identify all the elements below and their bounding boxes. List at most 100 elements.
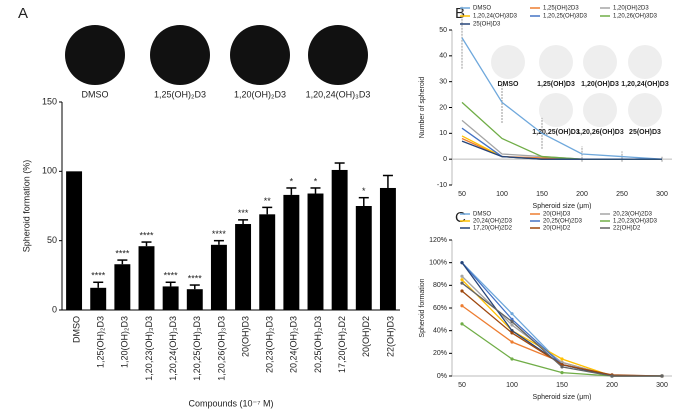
well-image: [308, 25, 368, 85]
x-tick-label: 250: [616, 191, 628, 198]
legend-label: 1,20(OH)2D3: [613, 6, 649, 12]
image-label: 1,20(OH)₂D3: [234, 89, 286, 99]
y-tick-label: 50: [47, 235, 57, 245]
legend-label: 1,20,23(OH)3D3: [613, 219, 658, 225]
x-tick-label: 1,20,23(OH)₃D3: [144, 316, 154, 381]
x-tick-label: 22(OH)D3: [385, 316, 395, 357]
significance: ****: [91, 271, 106, 281]
image-label: 1,20,25(OH)D3: [532, 129, 580, 136]
point: [510, 312, 514, 316]
significance: *: [362, 186, 366, 196]
legend-label: 20,24(OH)2D3: [473, 219, 513, 225]
point: [460, 322, 464, 326]
point: [510, 317, 514, 321]
point: [510, 323, 514, 327]
well-image: [150, 25, 210, 85]
y-tick-label: 100: [42, 166, 57, 176]
x-tick-label: 20,24(OH)₂D3: [289, 316, 299, 373]
image-label: 1,20,26(OH)D3: [576, 129, 624, 136]
bar: [355, 206, 372, 310]
bar: [210, 244, 227, 310]
image-label: 1,20,24(OH)D3: [621, 81, 669, 88]
y-tick-label: 120%: [429, 237, 447, 244]
x-tick-label: 200: [606, 382, 618, 389]
point: [560, 365, 564, 369]
x-tick-label: 150: [556, 382, 568, 389]
x-tick-label: 20(OH)D2: [361, 316, 371, 357]
y-tick-label: 50: [439, 27, 447, 34]
bar: [331, 169, 348, 310]
point: [460, 261, 464, 265]
point: [610, 374, 614, 378]
panel-letter: B: [455, 5, 465, 22]
image-label: 1,20,24(OH)₃D3: [306, 89, 371, 99]
y-tick-label: 0%: [437, 373, 447, 380]
x-tick-label: 100: [506, 382, 518, 389]
well-image: [628, 45, 662, 79]
legend-label: 20(OH)D2: [543, 226, 571, 232]
point: [660, 374, 664, 378]
bar: [186, 289, 203, 310]
y-tick-label: 10: [439, 130, 447, 137]
x-axis-title: Spheroid size (μm): [533, 203, 592, 210]
x-tick-label: 1,20,26(OH)₃D3: [216, 316, 226, 381]
x-tick-label: 1,20,25(OH)₃D3: [192, 316, 202, 381]
x-tick-label: 1,25(OH)₂D3: [96, 316, 106, 368]
y-tick-label: 60%: [433, 305, 447, 312]
x-tick-label: 200: [576, 191, 588, 198]
point: [460, 278, 464, 282]
y-axis-title: Spheroid formation (%): [21, 160, 31, 253]
x-tick-label: DMSO: [71, 316, 81, 343]
y-axis-title: Spheroid formation: [419, 278, 426, 337]
bar: [114, 264, 131, 310]
y-tick-label: 0: [443, 156, 447, 163]
x-tick-label: 100: [496, 191, 508, 198]
legend-label: 25(OH)D3: [473, 22, 501, 28]
x-tick-label: 50: [458, 382, 466, 389]
point: [460, 304, 464, 308]
legend-label: 20(OH)D3: [543, 212, 571, 218]
legend-label: 22(OH)D2: [613, 226, 641, 232]
x-tick-label: 17,20(OH)₂D2: [337, 316, 347, 373]
point: [510, 340, 514, 344]
well-image: [583, 45, 617, 79]
significance: ****: [115, 248, 130, 258]
legend-label: 1,20,24(OH)3D3: [473, 14, 518, 20]
x-tick-label: 20,25(OH)₂D3: [313, 316, 323, 373]
legend-label: 1,25(OH)2D3: [543, 6, 579, 12]
bar: [283, 194, 300, 310]
x-tick-label: 1,20(OH)₂D3: [120, 316, 130, 368]
bar: [90, 287, 107, 310]
bar: [379, 187, 396, 310]
bar: [307, 193, 324, 310]
y-tick-label: 20: [439, 104, 447, 111]
panel: C 0% 20% 40% 60% 80% 100% 120% Spheroid formatio…: [419, 209, 672, 401]
x-axis-title: Spheroid size (μm): [533, 394, 592, 401]
point: [510, 357, 514, 361]
y-tick-label: 0: [52, 304, 57, 314]
significance: ****: [164, 271, 179, 281]
series-line: [461, 37, 663, 160]
x-tick-label: 300: [656, 191, 668, 198]
image-label: 1,25(OH)D3: [537, 81, 575, 88]
significance: ****: [212, 229, 227, 239]
panel: B DMSO 1,25(OH)D3 1,20(OH)D3 1,20,24(OH)D3 1,…: [419, 5, 672, 210]
legend-label: 20,25(OH)2D3: [543, 219, 583, 225]
legend-label: 17,20(OH)2D2: [473, 226, 513, 232]
panel: A DMSO 1,25(OH)₂D3 1,20(OH)₂D3 1,20,24(OH)₃D…: [18, 5, 400, 408]
point: [510, 320, 514, 324]
bar: [66, 171, 83, 310]
legend-label: 1,20,26(OH)3D3: [613, 14, 658, 20]
point: [560, 357, 564, 361]
x-tick-label: 150: [536, 191, 548, 198]
well-image: [539, 45, 573, 79]
well-image: [230, 25, 290, 85]
legend-label: 1,20,25(OH)3D3: [543, 14, 588, 20]
panel-letter: C: [455, 209, 466, 226]
point: [460, 281, 464, 285]
x-tick-label: 1,20,24(OH)₃D3: [168, 316, 178, 381]
image-label: 1,20(OH)D3: [581, 81, 619, 88]
y-tick-label: 40: [439, 53, 447, 60]
bar: [259, 214, 276, 310]
series-line: [461, 135, 662, 160]
